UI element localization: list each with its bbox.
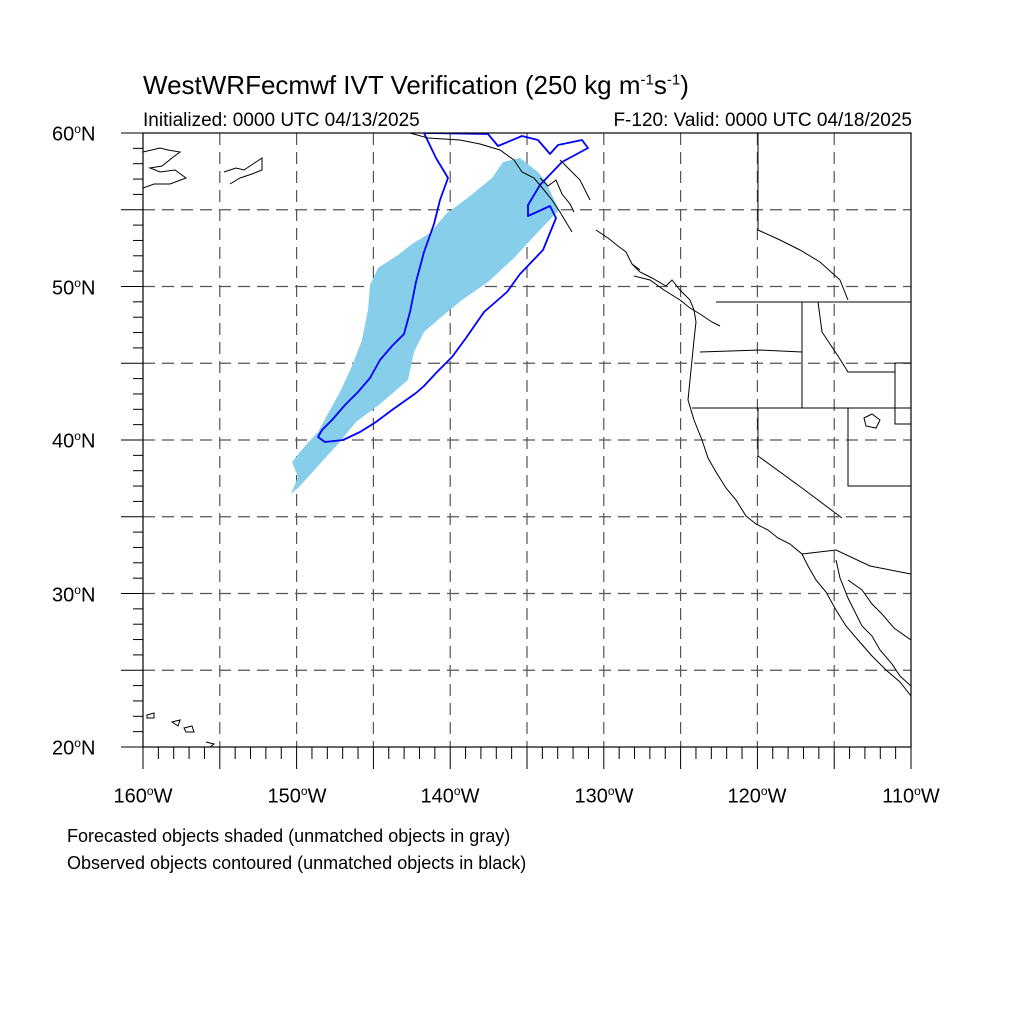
lat-label-20n: 20oN xyxy=(52,736,96,760)
lon-label-160w: 160oW xyxy=(113,784,173,808)
title-exponent-2: -1 xyxy=(666,71,681,89)
map-title: WestWRFecmwf IVT Verification (250 kg m-… xyxy=(143,70,689,101)
title-end: ) xyxy=(680,70,689,100)
lat-label-50n: 50oN xyxy=(52,276,96,300)
initialized-label: Initialized: 0000 UTC 04/13/2025 xyxy=(143,110,420,131)
lon-label-110w: 110oW xyxy=(882,784,940,808)
lon-label-120w: 120oW xyxy=(727,784,787,808)
lat-label-40n: 40oN xyxy=(52,429,96,453)
title-exponent-1: -1 xyxy=(640,71,654,89)
lon-label-150w: 150oW xyxy=(267,784,327,808)
lat-label-60n: 60oN xyxy=(52,122,96,146)
lon-label-140w: 140oW xyxy=(420,784,480,808)
valid-time-label: F-120: Valid: 0000 UTC 04/18/2025 xyxy=(613,110,912,131)
coastlines xyxy=(143,133,911,747)
axis-ticks xyxy=(121,132,912,769)
lat-label-30n: 30oN xyxy=(52,583,96,607)
observed-ivt-contour xyxy=(317,133,589,443)
footnote-observed: Observed objects contoured (unmatched ob… xyxy=(67,853,527,873)
lon-label-130w: 130oW xyxy=(574,784,634,808)
footnote-forecast: Forecasted objects shaded (unmatched obj… xyxy=(67,826,511,846)
forecast-ivt-object xyxy=(291,158,559,494)
title-main: WestWRFecmwf IVT Verification (250 kg m xyxy=(143,70,641,100)
political-boundaries xyxy=(559,133,911,575)
title-mid: s xyxy=(653,70,667,100)
